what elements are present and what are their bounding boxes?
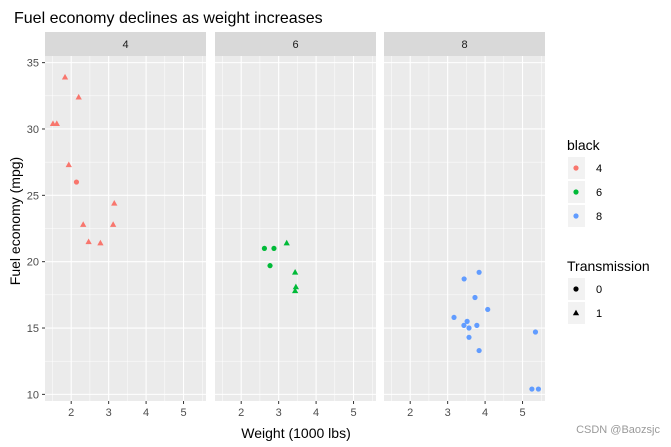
data-point-triangle — [97, 239, 104, 246]
data-point-circle — [267, 263, 273, 269]
facet-strip — [45, 32, 206, 56]
data-point-circle — [485, 306, 491, 313]
x-tick-label: 3 — [445, 407, 451, 419]
facet-panel-6: 6 2 3 4 5 — [215, 32, 376, 419]
data-point-circle — [73, 179, 80, 185]
x-tick-label: 4 — [313, 407, 319, 419]
data-point-circle — [466, 325, 472, 331]
facet-panel-4: 4 2 3 4 5 10 15 20 25 30 35 — [27, 32, 206, 419]
x-tick-label: 3 — [106, 407, 112, 419]
facet-strip — [384, 32, 545, 56]
data-point-circle — [271, 245, 277, 252]
shape-legend: Transmission 0 1 — [567, 258, 650, 324]
legend-color-swatch — [573, 213, 579, 219]
legend-shape-triangle — [572, 309, 580, 316]
data-point-triangle — [110, 221, 117, 227]
y-tick-label: 20 — [27, 257, 39, 269]
data-point-triangle — [283, 239, 290, 246]
facet-panel-8: 8 2 3 4 5 — [384, 32, 545, 419]
y-tick-label: 25 — [27, 190, 39, 202]
data-point-circle — [261, 245, 268, 252]
y-axis-title: Fuel economy (mpg) — [7, 157, 23, 285]
data-point-circle — [466, 334, 472, 340]
data-point-triangle — [111, 199, 118, 206]
data-point-circle — [476, 347, 482, 354]
x-tick-label: 5 — [350, 407, 356, 419]
data-point-circle — [461, 322, 467, 328]
color-legend: black 4 6 8 — [567, 137, 602, 227]
data-point-triangle — [65, 161, 72, 168]
x-tick-label: 5 — [519, 407, 525, 419]
y-tick-label: 15 — [27, 323, 39, 335]
shape-legend-title: Transmission — [567, 258, 650, 274]
data-point-circle — [472, 294, 478, 301]
legend-shape-label: 0 — [596, 284, 602, 296]
x-tick-label: 5 — [180, 407, 186, 419]
legend-color-label: 8 — [596, 211, 602, 223]
x-tick-label: 2 — [238, 407, 244, 419]
data-point-triangle — [53, 120, 60, 126]
data-point-triangle — [291, 268, 299, 275]
color-legend-title: black — [567, 137, 601, 153]
data-point-circle — [532, 329, 539, 335]
data-point-circle — [476, 269, 482, 275]
data-point-circle — [451, 314, 457, 321]
facet-strip-label: 6 — [292, 39, 298, 51]
y-tick-label: 30 — [27, 124, 39, 136]
legend-color-swatch — [573, 165, 579, 171]
data-point-circle — [474, 322, 480, 328]
facet-strip-label: 8 — [461, 39, 467, 51]
data-point-triangle — [61, 73, 69, 80]
facet-panels: 4 2 3 4 5 10 15 20 25 30 35 6 2 3 4 5 8 2 3 4 5 — [27, 32, 545, 419]
data-point-circle — [461, 276, 467, 282]
legend-color-label: 6 — [596, 187, 602, 199]
y-tick-label: 35 — [27, 58, 39, 70]
watermark: CSDN @Baozsjc — [576, 424, 660, 436]
legend-shape-label: 1 — [596, 308, 602, 320]
x-tick-label: 4 — [143, 407, 149, 419]
x-tick-label: 2 — [68, 407, 74, 419]
legend-color-swatch — [573, 189, 579, 195]
x-tick-label: 3 — [276, 407, 282, 419]
x-axis-title: Weight (1000 lbs) — [241, 425, 350, 441]
data-point-triangle — [291, 287, 299, 294]
chart-title: Fuel economy declines as weight increase… — [14, 10, 323, 27]
facet-strip-label: 4 — [122, 39, 128, 51]
data-point-circle — [464, 318, 470, 324]
x-tick-label: 4 — [482, 407, 488, 419]
data-point-triangle — [80, 221, 87, 227]
y-tick-label: 10 — [27, 389, 39, 401]
data-point-triangle — [85, 238, 92, 245]
facet-strip — [215, 32, 376, 56]
legend-shape-circle — [573, 286, 579, 292]
data-point-circle — [529, 386, 535, 392]
data-point-circle — [535, 386, 542, 392]
data-point-triangle — [75, 93, 82, 100]
legend-color-label: 4 — [596, 163, 602, 175]
x-tick-label: 2 — [407, 407, 413, 419]
data-point-triangle — [292, 283, 300, 290]
